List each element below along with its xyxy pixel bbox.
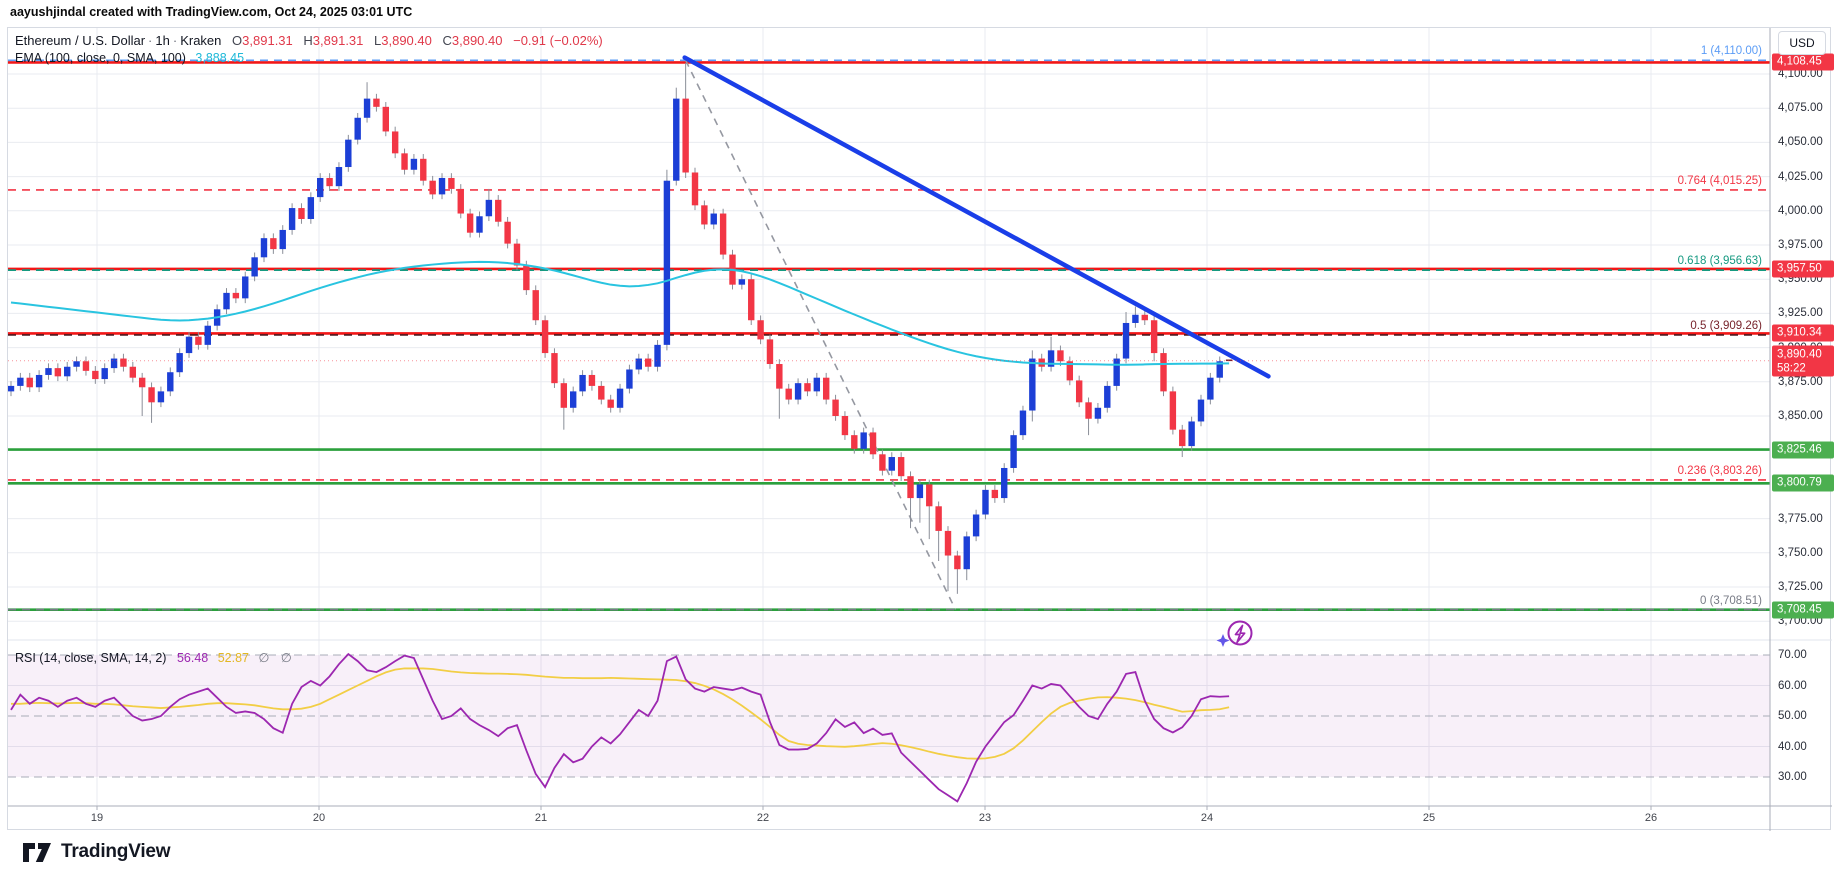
time-axis-label: 19	[90, 812, 104, 824]
rsi-legend[interactable]: RSI (14, close, SMA, 14, 2) 56.48 52.87 …	[15, 650, 296, 665]
price-tag-resistance: 4,108.45	[1772, 53, 1834, 71]
fib-level-label: 0 (3,708.51)	[1699, 594, 1762, 607]
tradingview-logo-icon	[23, 843, 51, 862]
level-lines[interactable]	[8, 59, 1770, 611]
price-tag-resistance: 3,957.50	[1772, 260, 1834, 278]
tradingview-logo-text: TradingView	[61, 840, 171, 862]
lightning-cursor-icon[interactable]	[1213, 614, 1259, 656]
trendline[interactable]	[682, 55, 1271, 379]
open-value: 3,891.31	[242, 33, 293, 48]
axis-borders	[8, 28, 1832, 831]
time-axis-label: 21	[534, 812, 548, 824]
fib-level-label: 0.5 (3,909.26)	[1690, 319, 1762, 332]
ema-legend[interactable]: EMA (100, close, 0, SMA, 100) 3,888.45	[15, 51, 244, 65]
interval-label: 1h	[155, 33, 170, 48]
price-axis-label: 3,775.00	[1778, 512, 1823, 525]
chart-canvas[interactable]	[8, 28, 1832, 831]
price-axis-label: 3,700.00	[1778, 615, 1823, 628]
high-value: 3,891.31	[312, 33, 364, 48]
change-value: −0.91 (−0.02%)	[513, 33, 603, 48]
price-tag-resistance: 3,910.34	[1772, 324, 1834, 342]
symbol-legend[interactable]: Ethereum / U.S. Dollar · 1h · Kraken O3,891.…	[15, 33, 603, 48]
price-axis-label: 4,000.00	[1778, 204, 1823, 217]
time-axis-label: 23	[978, 812, 992, 824]
price-axis-label: 4,050.00	[1778, 136, 1823, 149]
close-label: C	[442, 33, 452, 48]
price-axis-label: 3,725.00	[1778, 581, 1823, 593]
time-axis-label: 24	[1200, 812, 1214, 824]
fib-level-label: 1 (4,110.00)	[1700, 45, 1762, 58]
candles-layer	[8, 63, 1233, 594]
ema-value: 3,888.45	[195, 51, 245, 65]
time-axis-label: 22	[756, 812, 770, 824]
ema-line[interactable]	[10, 260, 1230, 366]
rsi-label: RSI (14, close, SMA, 14, 2)	[15, 651, 167, 665]
exchange-label: Kraken	[180, 33, 222, 48]
rsi-axis-label: 50.00	[1778, 710, 1807, 722]
price-tag-support: 3,708.45	[1772, 601, 1834, 619]
attribution-text: aayushjindal created with TradingView.co…	[10, 5, 413, 19]
price-tag-support: 3,825.46	[1772, 441, 1834, 459]
rsi-line[interactable]	[10, 652, 1230, 803]
rsi-empty-values: ∅ ∅	[258, 651, 296, 665]
price-axis-label: 3,750.00	[1778, 546, 1823, 559]
price-axis-label: 4,075.00	[1778, 102, 1823, 115]
price-axis-label: 3,850.00	[1778, 410, 1823, 422]
time-axis-label: 26	[1644, 812, 1658, 824]
ema-label: EMA (100, close, 0, SMA, 100)	[15, 51, 186, 65]
price-axis-label: 3,875.00	[1778, 375, 1823, 388]
symbol-name: Ethereum / U.S. Dollar	[15, 33, 146, 48]
rsi-sma-value: 52.87	[217, 651, 249, 665]
time-axis-label: 25	[1422, 812, 1436, 824]
fib-level-label: 0.618 (3,956.63)	[1677, 255, 1762, 268]
rsi-axis-label: 40.00	[1778, 740, 1807, 753]
price-axis-label: 4,100.00	[1778, 68, 1823, 80]
price-axis-label: 3,975.00	[1778, 239, 1823, 251]
high-label: H	[303, 33, 313, 48]
open-label: O	[232, 33, 243, 48]
tradingview-logo[interactable]: TradingView	[22, 838, 171, 865]
rsi-value: 56.48	[176, 651, 209, 665]
rsi-axis-label: 60.00	[1778, 679, 1807, 692]
close-value: 3,890.40	[451, 33, 503, 48]
current-price-tag: 3,890.40 58:22	[1772, 345, 1834, 377]
rsi-sma-line[interactable]	[11, 667, 1230, 760]
rsi-band	[8, 654, 1770, 778]
rsi-axis-label: 30.00	[1778, 771, 1807, 783]
price-tag-support: 3,800.79	[1772, 474, 1834, 492]
chart-frame: Ethereum / U.S. Dollar · 1h · Kraken O3,891.…	[7, 27, 1834, 831]
time-axis-label: 20	[312, 812, 326, 824]
currency-unit-button[interactable]: USD	[1778, 31, 1826, 55]
low-label: L	[374, 33, 382, 48]
fib-level-label: 0.236 (3,803.26)	[1677, 464, 1762, 477]
fib-level-label: 0.764 (4,015.25)	[1677, 174, 1762, 187]
price-axis-label: 3,925.00	[1778, 307, 1823, 320]
rsi-axis-label: 70.00	[1778, 649, 1807, 661]
low-value: 3,890.40	[381, 33, 432, 48]
price-axis-label: 4,025.00	[1778, 170, 1823, 183]
